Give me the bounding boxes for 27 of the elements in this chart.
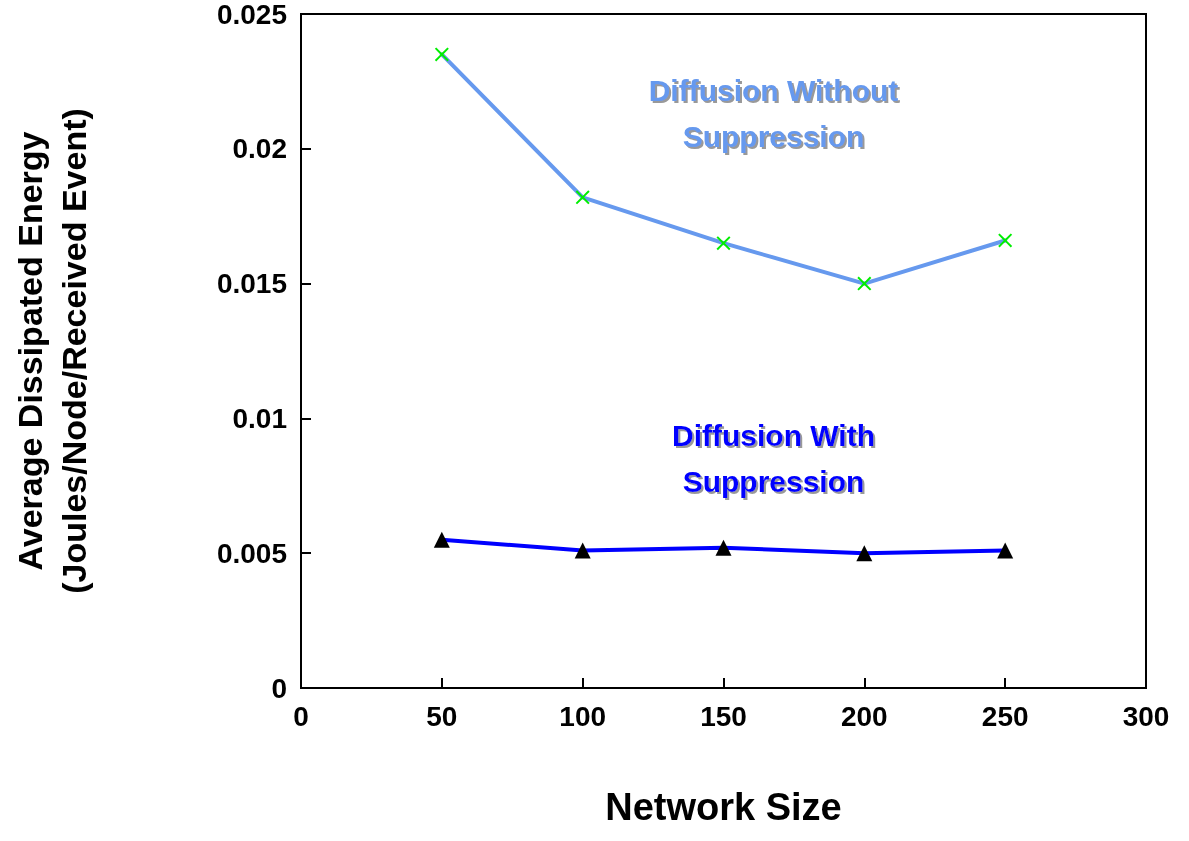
- point: [856, 545, 873, 562]
- text: Diffusion Without Suppression: [648, 74, 899, 154]
- y-tick-label: 0.015: [216, 268, 287, 300]
- y-tick-label: 0: [271, 672, 287, 704]
- point: [997, 542, 1014, 559]
- y-axis-title: Average Dissipated Energy (Joules/Node/Received Event): [11, 108, 93, 594]
- point: [433, 531, 450, 548]
- y-tick-label: 0.005: [216, 537, 287, 569]
- x-tick-label: 150: [700, 700, 747, 732]
- x-tick-label: 0: [293, 700, 309, 732]
- x-tick-label: 200: [840, 700, 888, 732]
- point: [857, 276, 872, 291]
- y-tick-label: 0.01: [232, 402, 287, 434]
- y-tick-label: 0.025: [216, 0, 287, 30]
- point: [575, 190, 590, 205]
- x-tick-label: 50: [426, 700, 458, 732]
- x-tick-label: 250: [981, 700, 1029, 732]
- x-tick-label: 300: [1122, 700, 1170, 732]
- series-label: Diffusion With Suppression: [671, 418, 876, 498]
- point: [998, 233, 1013, 248]
- point: [716, 236, 731, 251]
- x-axis-title: Network Size: [605, 786, 842, 828]
- y-tick-label: 0.02: [232, 133, 287, 165]
- x-tick-label: 100: [559, 700, 607, 732]
- point: [434, 47, 449, 62]
- point: [715, 539, 732, 556]
- point: [574, 542, 591, 559]
